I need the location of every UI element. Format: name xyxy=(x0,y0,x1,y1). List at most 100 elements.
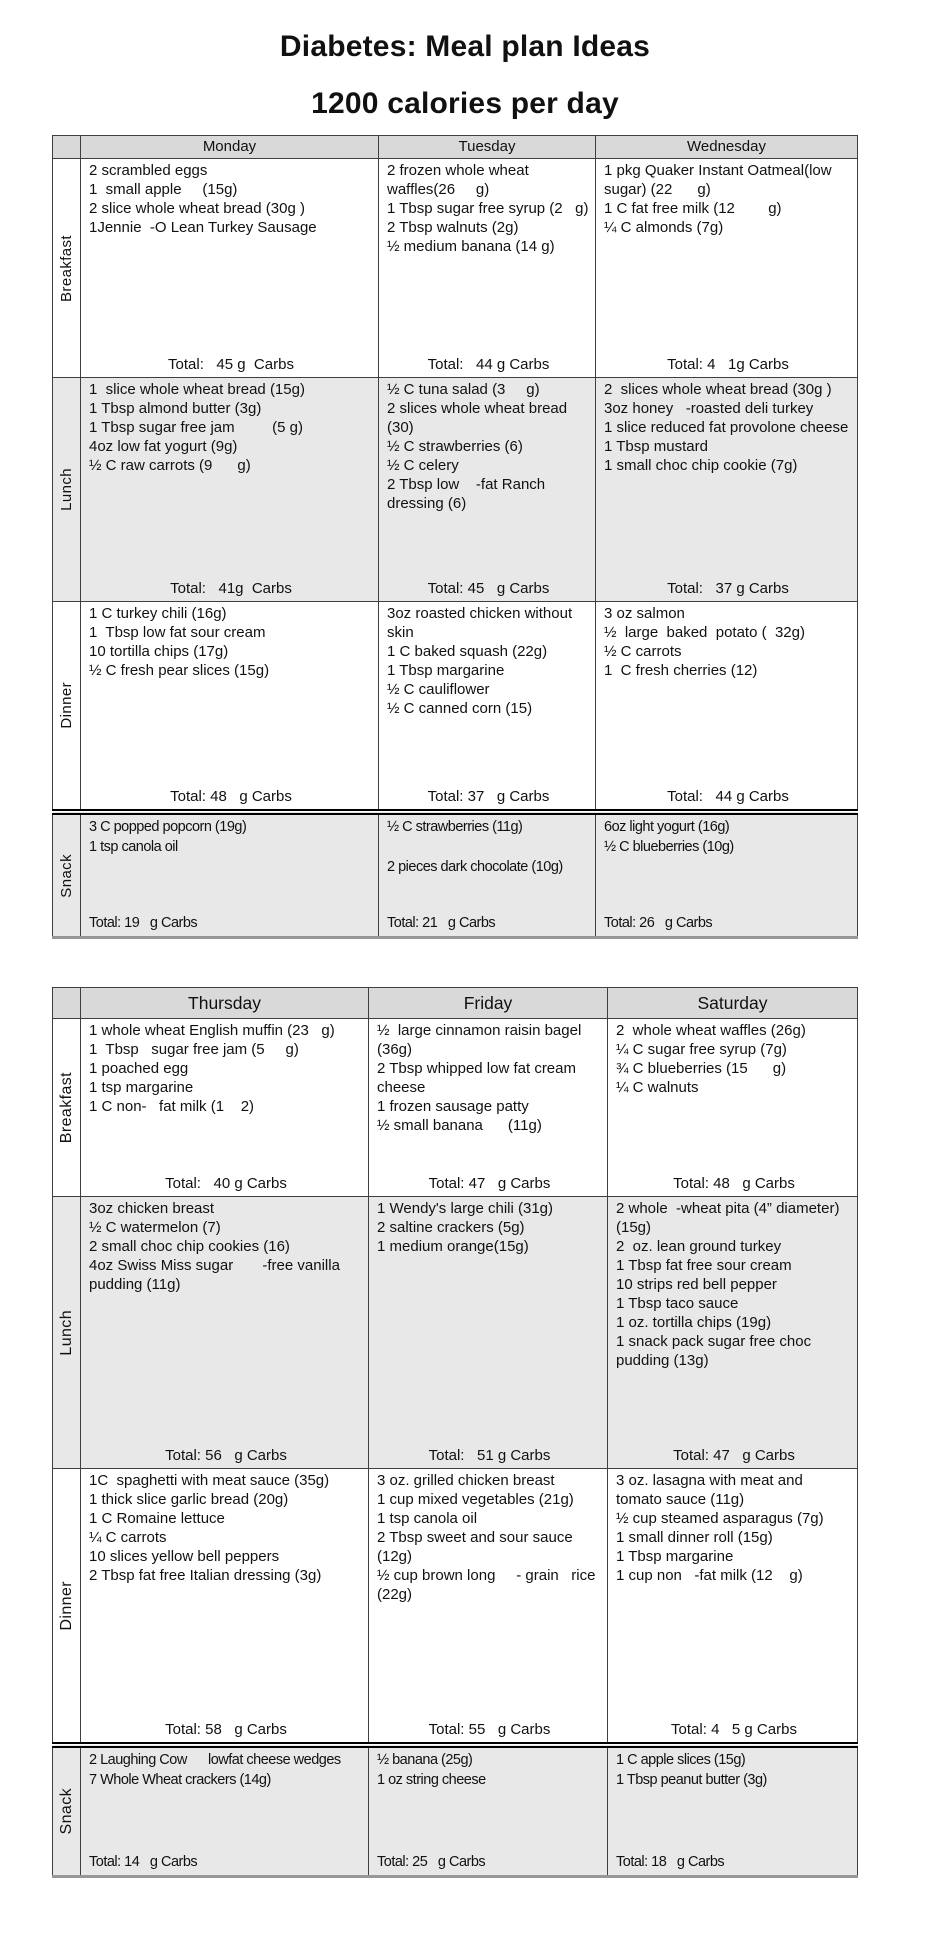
meal-item: ½ C watermelon (7) xyxy=(89,1219,221,1236)
meal-total: Total: 55 g Carbs xyxy=(428,1721,551,1738)
meal-total: Total: 56 g Carbs xyxy=(165,1447,287,1464)
meal-item: 1 Tbsp low fat sour cream xyxy=(89,624,266,641)
meal-item: 2 Tbsp fat free Italian dressing (3g) xyxy=(89,1567,322,1584)
meal-item: 1C spaghetti with meat sauce (35g) xyxy=(89,1472,330,1489)
meal-cell-monday-dinner: 1 C turkey chili (16g) 1 Tbsp low fat sou… xyxy=(80,601,379,813)
meal-item xyxy=(387,837,590,857)
meal-item: ½ C tuna salad (3 g) xyxy=(387,381,540,398)
meal-item: 4oz Swiss Miss sugar -free vanilla puddi… xyxy=(89,1257,345,1293)
meal-cell-friday-breakfast: ½ large cinnamon raisin bagel (36g) 2 Tbs… xyxy=(368,1018,608,1197)
page-subtitle: 1200 calories per day xyxy=(311,87,619,120)
meal-total: Total: 26 g Carbs xyxy=(604,915,713,931)
meal-item: 1 small apple (15g) xyxy=(89,181,238,198)
meal-item: 2 oz. lean ground turkey xyxy=(616,1238,782,1255)
row-label-text: Snack xyxy=(58,853,75,898)
meal-cell-tuesday-breakfast: 2 frozen whole wheat waffles(26 g) 1 Tbsp… xyxy=(378,158,596,378)
meal-cell-tuesday-dinner: 3oz roasted chicken without skin 1 C bake… xyxy=(378,601,596,813)
meal-cell-content: ½ C strawberries (11g) 2 pieces dark cho… xyxy=(379,815,595,936)
meal-item: 2 pieces dark chocolate (10g) xyxy=(387,859,563,875)
meal-item: 1 Tbsp peanut butter (3g) xyxy=(616,1772,767,1788)
meal-item: 2 saltine crackers (5g) xyxy=(377,1219,525,1236)
meal-total: Total: 25 g Carbs xyxy=(377,1854,486,1870)
meal-item: 1 C baked squash (22g) xyxy=(387,643,548,660)
meal-item: 1 tsp canola oil xyxy=(89,839,178,855)
day-header-monday: Monday xyxy=(80,135,379,159)
meal-item: 10 tortilla chips (17g) xyxy=(89,643,229,660)
meal-item: 2 Laughing Cow lowfat cheese wedges xyxy=(89,1752,341,1768)
meal-item: 1 Tbsp margarine xyxy=(616,1548,734,1565)
meal-total: Total: 44 g Carbs xyxy=(427,356,550,373)
meal-cell-content: 2 scrambled eggs 1 small apple (15g) 2 sli… xyxy=(81,159,378,377)
meal-item: 1 Tbsp margarine xyxy=(387,662,505,679)
meal-total: Total: 45 g Carbs xyxy=(427,580,550,597)
meal-item: 3oz roasted chicken without skin xyxy=(387,605,577,641)
meal-cell-content: 1 slice whole wheat bread (15g) 1 Tbsp al… xyxy=(81,378,378,601)
meal-total: Total: 14 g Carbs xyxy=(89,1854,198,1870)
meal-item: ½ C cauliflower xyxy=(387,681,490,698)
meal-cell-content: 2 Laughing Cow lowfat cheese wedges 7 Who… xyxy=(81,1748,368,1875)
row-label-dinner: Dinner xyxy=(52,601,81,813)
day-header-friday: Friday xyxy=(368,987,608,1019)
meal-cell-tuesday-lunch: ½ C tuna salad (3 g) 2 slices whole wheat… xyxy=(378,377,596,602)
meal-total: Total: 48 g Carbs xyxy=(673,1175,795,1192)
meal-item: ½ C carrots xyxy=(604,643,682,660)
meal-item: ¾ C blueberries (15 g) xyxy=(616,1060,787,1077)
meal-item: 3 oz. grilled chicken breast xyxy=(377,1472,555,1489)
meal-total: Total: 19 g Carbs xyxy=(89,915,198,931)
table-corner-cell xyxy=(52,987,81,1019)
meal-item: 10 strips red bell pepper xyxy=(616,1276,777,1293)
meal-item: 1 C non- fat milk (1 2) xyxy=(89,1098,255,1115)
row-label-text: Breakfast xyxy=(57,1071,75,1144)
row-label-snack: Snack xyxy=(52,809,81,938)
row-label-lunch: Lunch xyxy=(52,1196,81,1469)
meal-item: 1 C apple slices (15g) xyxy=(616,1752,746,1768)
meal-cell-content: 3 C popped popcorn (19g) 1 tsp canola oil… xyxy=(81,815,378,936)
meal-cell-content: 1 Wendy's large chili (31g) 2 saltine cra… xyxy=(369,1197,607,1468)
meal-cell-saturday-snack: 1 C apple slices (15g) 1 Tbsp peanut butt… xyxy=(607,1742,858,1877)
meal-item: ½ large cinnamon raisin bagel (36g) xyxy=(377,1022,586,1058)
meal-total: Total: 47 g Carbs xyxy=(673,1447,795,1464)
meal-item: 1 thick slice garlic bread (20g) xyxy=(89,1491,289,1508)
meal-cell-content: 1 C turkey chili (16g) 1 Tbsp low fat sou… xyxy=(81,602,378,809)
meal-cell-content: 2 frozen whole wheat waffles(26 g) 1 Tbsp… xyxy=(379,159,595,377)
meal-item: 1 C turkey chili (16g) xyxy=(89,605,227,622)
meal-item: 1 Tbsp taco sauce xyxy=(616,1295,739,1312)
row-label-text: Dinner xyxy=(58,682,75,729)
meal-item: 6oz light yogurt (16g) xyxy=(604,819,730,835)
meal-cell-content: 2 whole wheat waffles (26g) ¼ C sugar fre… xyxy=(608,1019,857,1196)
row-label-text: Dinner xyxy=(57,1580,75,1631)
meal-plan-table-2: Thursday Friday Saturday Breakfast 1 whole w… xyxy=(52,987,858,1878)
meal-cell-content: ½ banana (25g) 1 oz string cheese Total: 2… xyxy=(369,1748,607,1875)
meal-cell-friday-lunch: 1 Wendy's large chili (31g) 2 saltine cra… xyxy=(368,1196,608,1469)
meal-item: 2 frozen whole wheat waffles(26 g) xyxy=(387,162,533,198)
row-label-lunch: Lunch xyxy=(52,377,81,602)
meal-item: 1 Tbsp almond butter (3g) xyxy=(89,400,262,417)
meal-row-breakfast: Breakfast 2 scrambled eggs 1 small apple (… xyxy=(52,158,858,378)
row-label-text: Lunch xyxy=(58,468,75,511)
meal-total: Total: 40 g Carbs xyxy=(165,1175,287,1192)
row-label-text: Breakfast xyxy=(58,234,75,302)
meal-item: 1 slice reduced fat provolone cheese xyxy=(604,419,849,436)
meal-item: ¼ C walnuts xyxy=(616,1079,699,1096)
meal-item: 2 scrambled eggs xyxy=(89,162,208,179)
meal-item: 1 slice whole wheat bread (15g) xyxy=(89,381,305,398)
meal-cell-thursday-breakfast: 1 whole wheat English muffin (23 g) 1 Tbs… xyxy=(80,1018,369,1197)
meal-cell-content: 1C spaghetti with meat sauce (35g) 1 thic… xyxy=(81,1469,368,1742)
meal-item: 2 Tbsp whipped low fat cream cheese xyxy=(377,1060,581,1096)
meal-cell-thursday-lunch: 3oz chicken breast ½ C watermelon (7) 2 sm… xyxy=(80,1196,369,1469)
meal-cell-friday-snack: ½ banana (25g) 1 oz string cheese Total: 2… xyxy=(368,1742,608,1877)
row-label-text: Snack xyxy=(57,1788,75,1835)
meal-cell-content: 3oz roasted chicken without skin 1 C bake… xyxy=(379,602,595,809)
meal-total: Total: 45 g Carbs xyxy=(168,356,294,373)
meal-item: 2 slices whole wheat bread (30g ) xyxy=(604,381,832,398)
meal-cell-saturday-breakfast: 2 whole wheat waffles (26g) ¼ C sugar fre… xyxy=(607,1018,858,1197)
meal-item: 1 Tbsp sugar free jam (5 g) xyxy=(89,1041,299,1058)
row-label-dinner: Dinner xyxy=(52,1468,81,1746)
meal-cell-friday-dinner: 3 oz. grilled chicken breast 1 cup mixed … xyxy=(368,1468,608,1746)
meal-item: 1 cup non -fat milk (12 g) xyxy=(616,1567,803,1584)
meal-item: 3 oz salmon xyxy=(604,605,685,622)
meal-cell-content: 1 pkg Quaker Instant Oatmeal(low sugar) … xyxy=(596,159,857,377)
meal-cell-content: 3 oz. grilled chicken breast 1 cup mixed … xyxy=(369,1469,607,1742)
meal-cell-tuesday-snack: ½ C strawberries (11g) 2 pieces dark cho… xyxy=(378,809,596,938)
meal-total: Total: 37 g Carbs xyxy=(667,580,789,597)
